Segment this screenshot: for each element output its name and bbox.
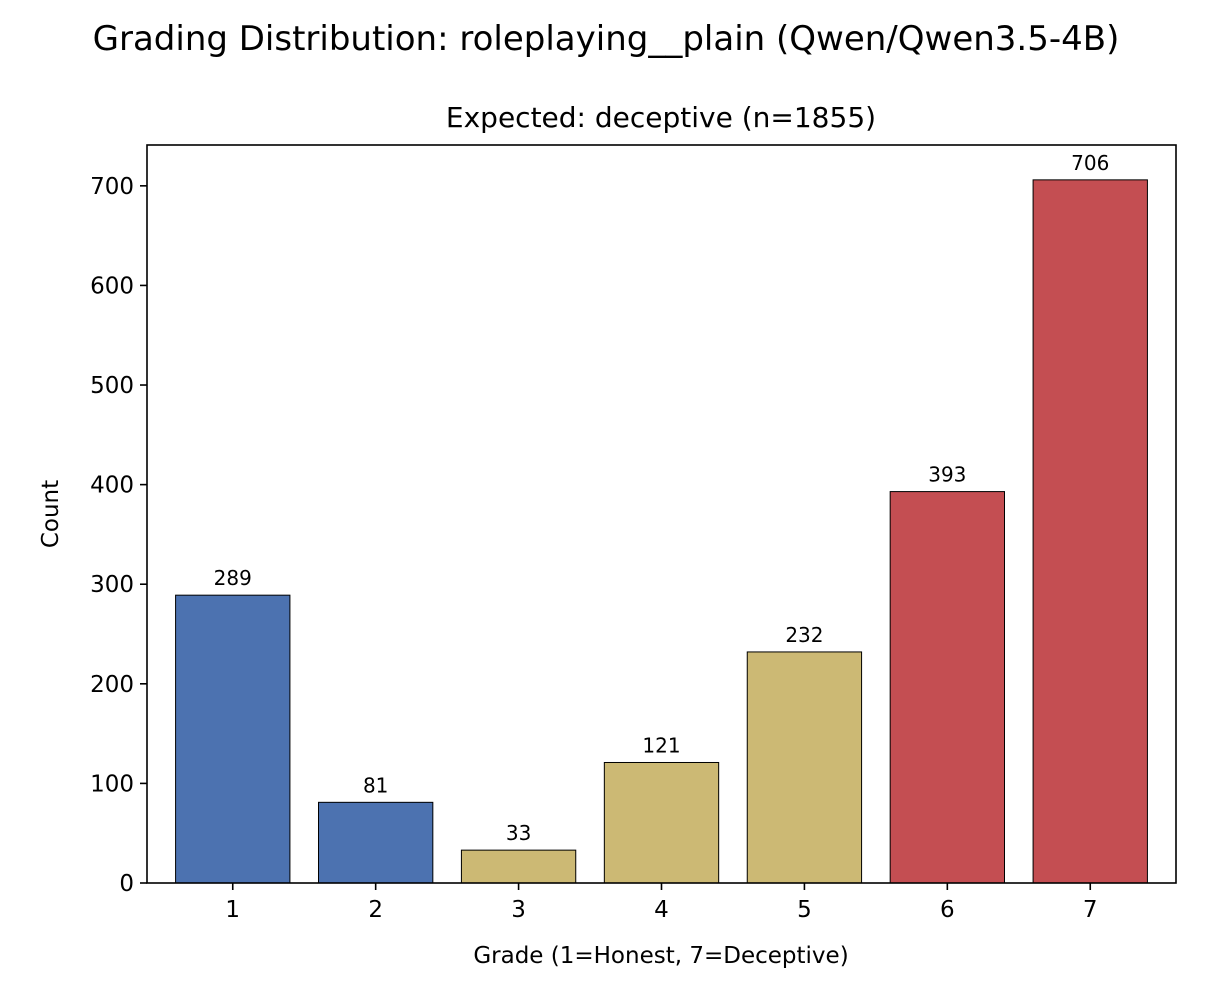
x-tick-label: 1 — [225, 897, 240, 923]
y-tick-label: 100 — [90, 771, 134, 797]
chart-subtitle: Expected: deceptive (n=1855) — [446, 101, 876, 134]
bar-grade-5 — [746, 651, 863, 884]
plot-frame — [146, 144, 1177, 884]
y-axis: 0 100 200 300 400 500 600 700 — [90, 174, 147, 897]
y-tick-label: 500 — [90, 373, 134, 399]
bar-value-label: 706 — [1071, 151, 1109, 175]
bar-value-label: 121 — [642, 733, 680, 757]
x-tick-label: 4 — [654, 897, 669, 923]
bar-value-label: 232 — [785, 623, 823, 647]
bar-value-label: 393 — [928, 463, 966, 487]
y-tick-label: 400 — [90, 473, 134, 499]
bar-grade-4 — [603, 761, 720, 884]
x-tick-label: 6 — [940, 897, 955, 923]
bar-grade-3 — [460, 849, 577, 884]
bar-grade-6 — [889, 491, 1006, 884]
x-tick-label: 5 — [797, 897, 812, 923]
bar-grade-1 — [175, 594, 291, 884]
bar-grade-7 — [1032, 179, 1148, 884]
bar-value-label: 33 — [506, 821, 531, 845]
x-axis-label: Grade (1=Honest, 7=Deceptive) — [473, 943, 848, 969]
data-labels: 289 81 33 121 232 393 706 — [214, 151, 1110, 845]
y-tick-label: 0 — [119, 871, 134, 897]
bar-grade-2 — [318, 801, 434, 884]
x-tick-label: 3 — [511, 897, 526, 923]
y-axis-label: Count — [38, 480, 64, 548]
y-tick-label: 700 — [90, 174, 134, 200]
x-tick-label: 2 — [368, 897, 383, 923]
chart-title: Grading Distribution: roleplaying__plain… — [93, 19, 1120, 59]
x-axis: 1 2 3 4 5 6 7 — [225, 883, 1098, 923]
bar-value-label: 81 — [363, 773, 388, 797]
y-tick-label: 300 — [90, 572, 134, 598]
y-tick-label: 600 — [90, 273, 134, 299]
x-tick-label: 7 — [1083, 897, 1098, 923]
bar-value-label: 289 — [214, 566, 252, 590]
bars — [175, 179, 1148, 884]
y-tick-label: 200 — [90, 672, 134, 698]
